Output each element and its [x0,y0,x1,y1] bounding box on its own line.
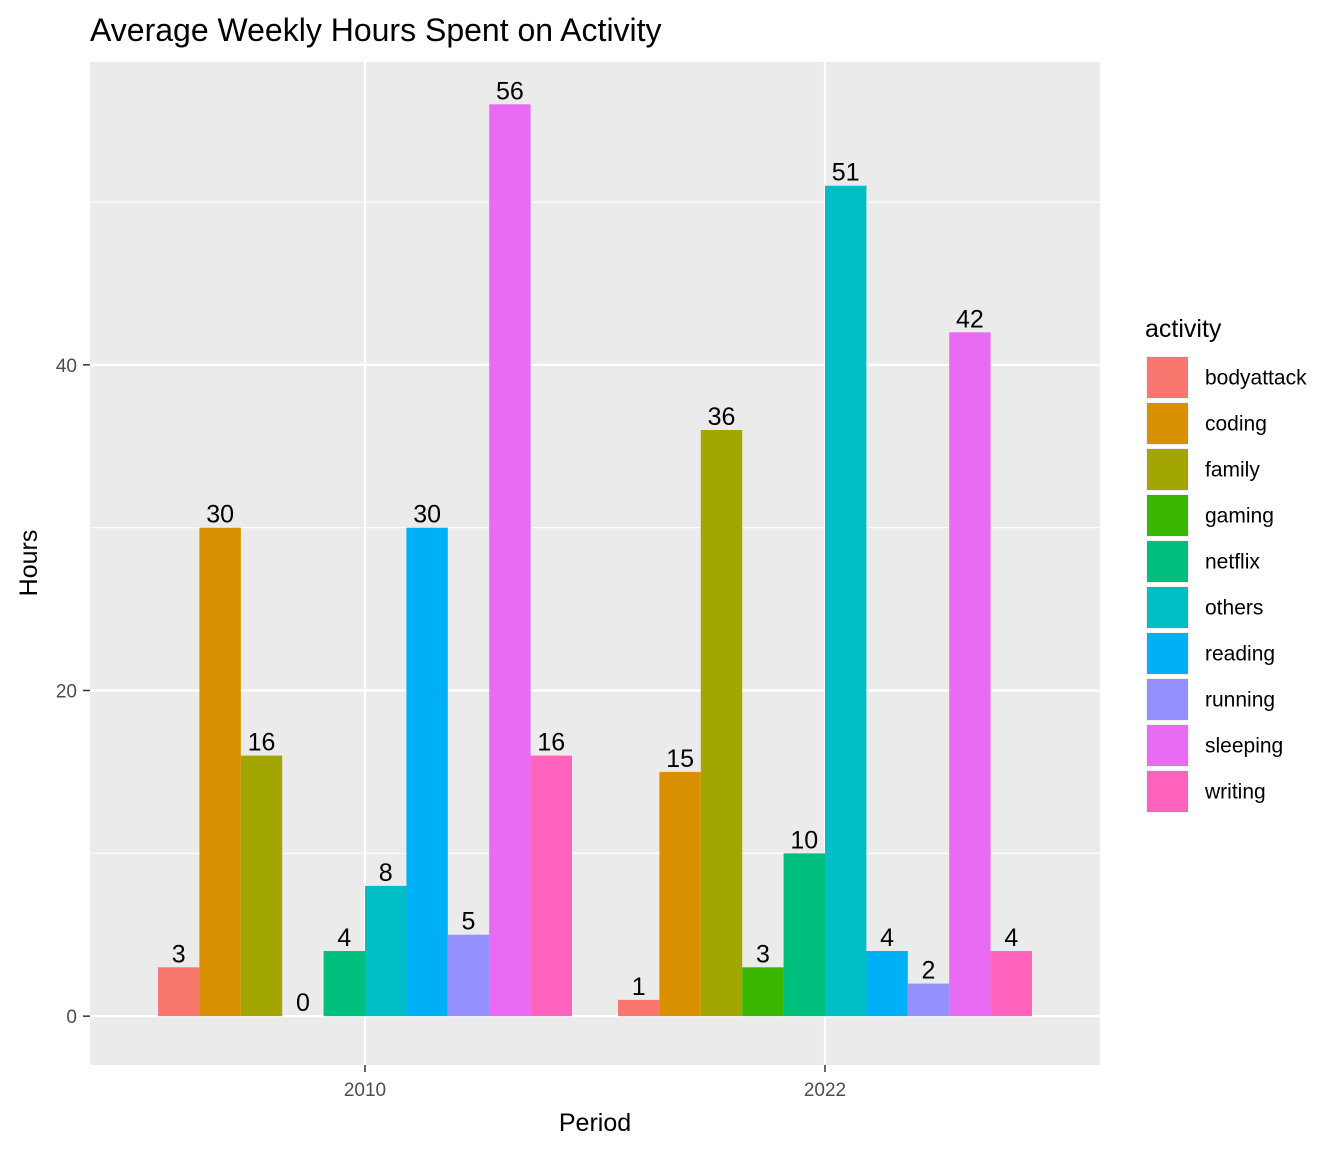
legend-swatch-running [1147,679,1188,720]
bar-label-others-2010: 8 [379,859,393,887]
bar-sleeping-2010 [489,104,531,1017]
legend-label-gaming: gaming [1205,505,1274,528]
bar-coding-2010 [199,527,241,1017]
legend-swatch-reading [1147,633,1188,674]
bar-others-2010 [365,885,407,1017]
bars [158,104,1032,1017]
bar-family-2022 [700,429,743,1017]
legend-label-writing: writing [1204,781,1266,804]
bar-label-family-2010: 16 [248,729,276,757]
legend-label-netflix: netflix [1205,551,1260,574]
bar-sleeping-2022 [949,332,991,1017]
bar-label-writing-2010: 16 [537,729,565,757]
legend-label-reading: reading [1205,643,1275,666]
legend-swatch-bodyattack [1147,357,1188,398]
bar-label-gaming-2022: 3 [756,940,770,968]
bar-writing-2010 [530,755,572,1017]
legend-swatch-sleeping [1147,725,1188,766]
bar-label-sleeping-2022: 42 [956,305,984,333]
legend-swatch-netflix [1147,541,1188,582]
bar-label-family-2022: 36 [708,403,736,431]
bar-label-reading-2010: 30 [413,501,441,529]
y-tick-label: 0 [66,1007,77,1028]
bar-label-others-2022: 51 [832,159,860,187]
legend-label-others: others [1205,597,1263,620]
y-tick-label: 20 [56,682,77,703]
legend-title: activity [1145,315,1222,343]
bar-reading-2010 [406,527,448,1017]
bar-gaming-2022 [742,967,784,1017]
x-tick-label: 2022 [804,1080,846,1101]
bar-label-running-2022: 2 [922,957,936,985]
bar-netflix-2010 [323,951,365,1017]
bar-label-coding-2022: 15 [666,745,694,773]
bar-bodyattack-2010 [158,967,200,1017]
bar-running-2010 [447,934,490,1017]
legend-swatch-coding [1147,403,1188,444]
legend-label-family: family [1205,459,1260,482]
chart-title: Average Weekly Hours Spent on Activity [90,12,662,48]
legend-swatch-writing [1147,771,1188,812]
y-tick-label: 40 [56,356,77,377]
bar-label-running-2010: 5 [462,908,476,936]
bar-label-coding-2010: 30 [206,501,234,529]
bar-label-netflix-2022: 10 [790,826,818,854]
bar-family-2010 [240,755,283,1017]
bar-reading-2022 [866,951,908,1017]
y-axis-title: Hours [15,530,43,597]
legend-label-bodyattack: bodyattack [1205,367,1307,390]
legend-label-sleeping: sleeping [1205,735,1283,758]
bar-label-writing-2022: 4 [1004,924,1018,952]
bar-coding-2022 [659,771,701,1017]
bar-label-netflix-2010: 4 [337,924,351,952]
bar-label-sleeping-2010: 56 [496,77,524,105]
bar-bodyattack-2022 [618,999,660,1017]
legend: activity bodyattack coding family gaming net… [1145,315,1307,813]
x-tick-label: 2010 [344,1080,386,1101]
bar-label-reading-2022: 4 [880,924,894,952]
legend-swatch-gaming [1147,495,1188,536]
legend-label-coding: coding [1205,413,1267,436]
bar-others-2022 [825,185,867,1017]
legend-label-running: running [1205,689,1275,712]
bar-netflix-2022 [783,853,825,1017]
bar-running-2022 [907,983,950,1017]
legend-swatch-others [1147,587,1188,628]
bar-label-bodyattack-2010: 3 [172,940,186,968]
bar-label-gaming-2010: 0 [296,989,310,1017]
x-axis-title: Period [559,1109,631,1137]
bar-writing-2022 [990,951,1032,1017]
legend-swatch-family [1147,449,1188,490]
bar-label-bodyattack-2022: 1 [632,973,646,1001]
